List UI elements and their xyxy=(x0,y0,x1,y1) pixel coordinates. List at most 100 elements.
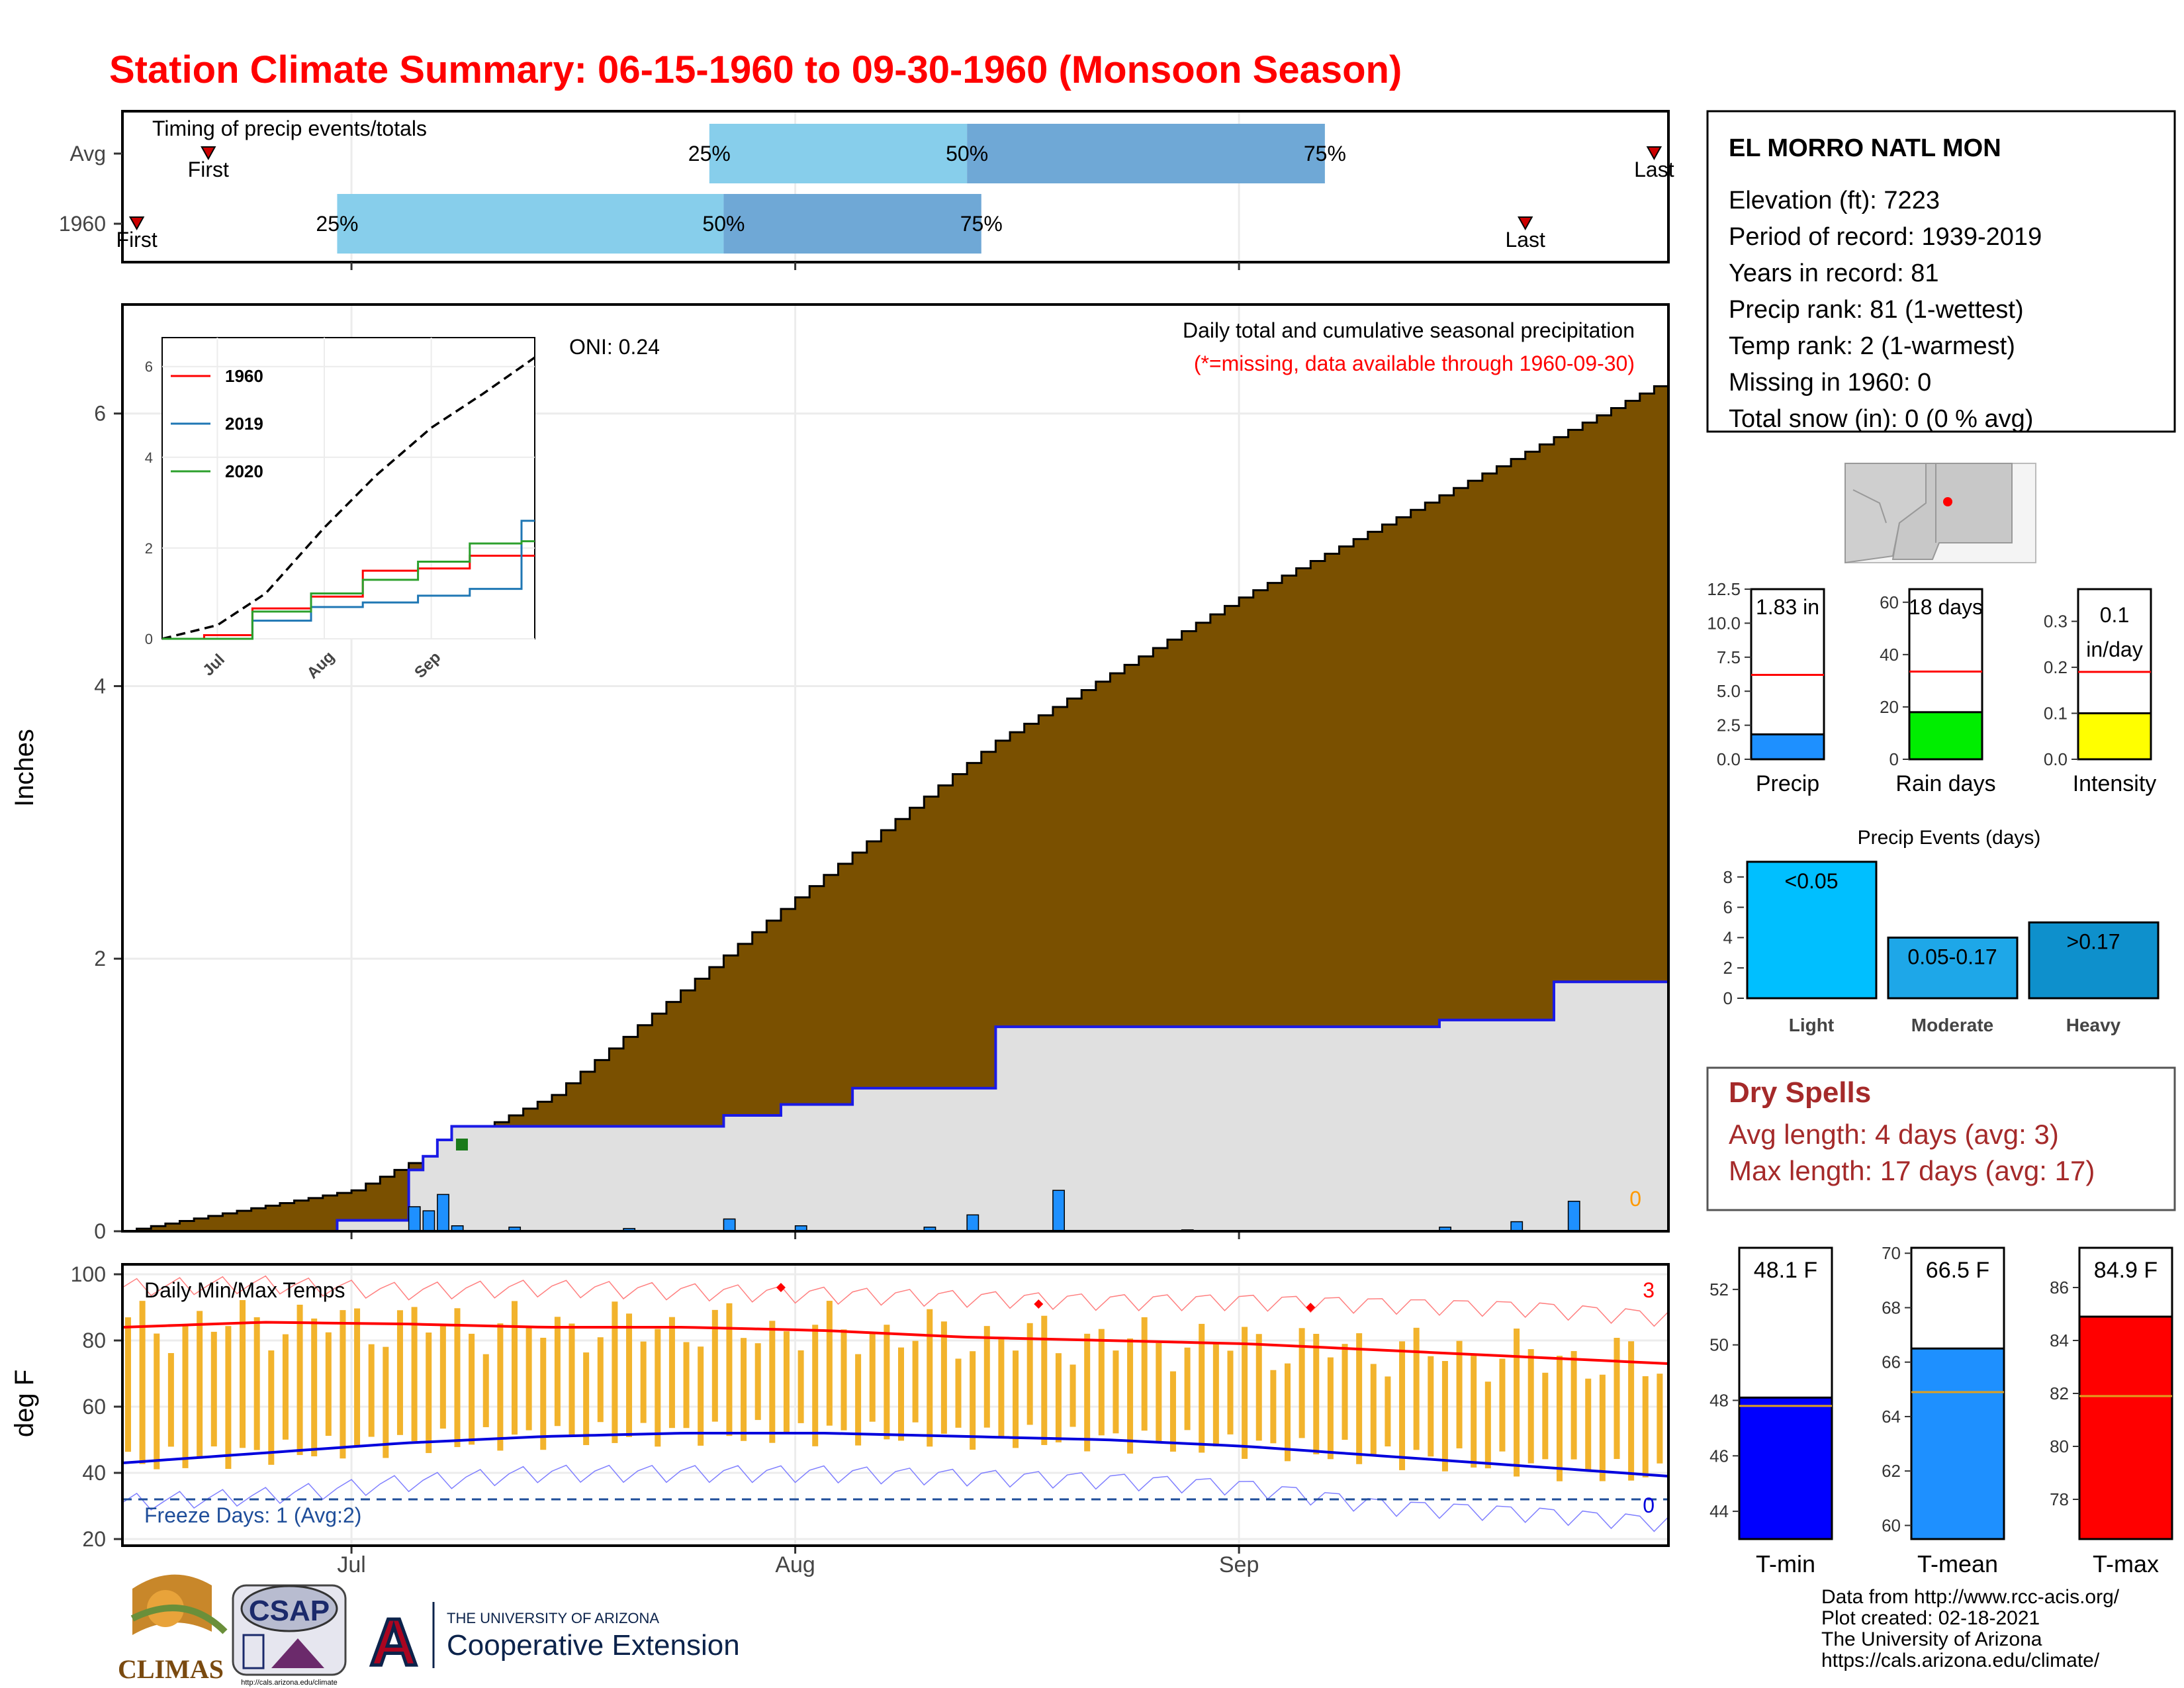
daily-temp-bar xyxy=(1169,1371,1176,1452)
inset-legend-label: 2019 xyxy=(225,414,263,434)
daily-temp-bar xyxy=(296,1304,303,1456)
daily-temp-bar xyxy=(1184,1347,1191,1430)
daily-temp-bar xyxy=(497,1323,504,1451)
event-bar-label: Light xyxy=(1789,1015,1834,1035)
daily-temp-bar xyxy=(841,1329,847,1430)
station-line: Precip rank: 81 (1-wettest) xyxy=(1729,296,2024,324)
daily-temp-bar xyxy=(955,1358,962,1428)
daily-temp-bar xyxy=(884,1325,890,1440)
temp-bar-tick-label: 82 xyxy=(2050,1383,2069,1403)
mini-bar-label: Precip xyxy=(1756,771,1819,796)
daily-temp-bar xyxy=(983,1326,990,1428)
daily-temp-bar xyxy=(197,1311,203,1459)
footer-line: The University of Arizona xyxy=(1821,1628,2042,1650)
temp-bar-tick-label: 86 xyxy=(2050,1278,2069,1297)
mini-bar-tick-label: 0.2 xyxy=(2044,657,2068,677)
timing-panel: Timing of precip events/totals Avg 25% 50%… xyxy=(59,110,1674,270)
daily-temp-bar xyxy=(282,1334,289,1440)
daily-temp-bar xyxy=(1156,1342,1162,1444)
inset-series-line xyxy=(161,356,536,640)
events-tick-label: 6 xyxy=(1723,898,1733,917)
daily-temp-bar xyxy=(1527,1349,1534,1464)
daily-temp-bar xyxy=(668,1317,675,1429)
mini-bar-value-label: 0.1 xyxy=(2100,603,2129,627)
temp-bar-value xyxy=(1738,1396,1833,1540)
daily-temp-bar xyxy=(354,1308,361,1446)
temp-bar-tick-label: 60 xyxy=(1882,1515,1901,1535)
daily-temp-bar xyxy=(898,1347,904,1441)
missing-count: 0 xyxy=(1629,1187,1641,1211)
daily-temp-bar xyxy=(1242,1327,1248,1459)
station-line: Years in record: 81 xyxy=(1729,259,1939,287)
avg-cumulative-area xyxy=(122,385,1670,1233)
daily-temp-bar xyxy=(1399,1341,1406,1470)
inset-ytick-label: 4 xyxy=(145,449,153,466)
timing-bar-upper xyxy=(967,124,1325,183)
temp-bar-tick-label: 70 xyxy=(1882,1243,1901,1263)
daily-temp-bar xyxy=(1285,1363,1291,1462)
mini-bar-tick-label: 0 xyxy=(1889,749,1899,769)
daily-temp-bar xyxy=(1270,1370,1277,1444)
mini-bar-tick-label: 5.0 xyxy=(1717,681,1741,701)
last-marker-icon xyxy=(1518,216,1533,231)
event-bar xyxy=(1887,936,2019,1000)
precip-note: (*=missing, data available through 1960-… xyxy=(1194,352,1635,375)
footer-line: Data from http://www.rcc-acis.org/ xyxy=(1821,1586,2120,1608)
mini-bar-tick-label: 60 xyxy=(1880,592,1899,612)
daily-temp-bar xyxy=(1456,1340,1463,1448)
daily-temp-bar xyxy=(253,1317,260,1450)
daily-temp-bar xyxy=(1428,1356,1434,1457)
daily-temp-bar xyxy=(769,1321,776,1443)
daily-temp-bar xyxy=(139,1301,146,1464)
temp-ytick-label: 20 xyxy=(82,1527,106,1551)
daily-temp-bar xyxy=(1127,1338,1134,1454)
precip-heading: Daily total and cumulative seasonal prec… xyxy=(1183,318,1635,342)
daily-precip-bar xyxy=(437,1194,449,1232)
temp-panel: 20 40 60 80 100 deg F Daily Min/Max Temps Fr… xyxy=(10,1262,1670,1577)
daily-precip-bar xyxy=(1567,1200,1580,1232)
last-marker-icon xyxy=(1646,146,1662,161)
mini-bar-tick-label: 0.0 xyxy=(1717,749,1741,769)
temp-bar-value-label: 66.5 F xyxy=(1926,1258,1989,1283)
daily-temp-bar xyxy=(698,1346,704,1446)
event-bar-label: Heavy xyxy=(2066,1015,2121,1035)
daily-temp-bar xyxy=(1628,1341,1635,1481)
climas-logo: CLIMAS xyxy=(118,1574,228,1684)
daily-precip-bar xyxy=(966,1214,979,1232)
daily-temp-bar xyxy=(1098,1329,1105,1436)
daily-temp-bar xyxy=(583,1352,590,1446)
daily-temp-bar xyxy=(711,1309,718,1422)
daily-temp-bar xyxy=(1026,1323,1033,1425)
precip-ytick-label: 2 xyxy=(94,947,106,970)
daily-temp-bar xyxy=(1327,1357,1334,1460)
daily-temp-bar xyxy=(1570,1350,1577,1460)
timing-bar-upper xyxy=(723,194,981,254)
temp-bar-tick-label: 64 xyxy=(1882,1407,1901,1427)
daily-temp-bar xyxy=(469,1333,475,1445)
dry-spells-max: Max length: 17 days (avg: 17) xyxy=(1729,1155,2095,1186)
mini-bar-tick-label: 12.5 xyxy=(1707,579,1741,599)
footer-line: https://cals.arizona.edu/climate/ xyxy=(1821,1650,2100,1671)
daily-temp-bar xyxy=(970,1351,976,1450)
inset-legend-label: 2020 xyxy=(225,461,263,481)
daily-temp-bar xyxy=(1441,1361,1448,1472)
events-tick-label: 2 xyxy=(1723,958,1733,978)
daily-temp-bar xyxy=(640,1341,647,1423)
mini-bar-charts: 0.0 2.5 5.0 7.5 10.0 12.5 1.83 in Precip 0 20 40 60… xyxy=(1707,579,2156,796)
daily-temp-bar xyxy=(512,1301,518,1435)
mini-bar-value xyxy=(1908,711,1983,761)
temp-bar-tick-label: 46 xyxy=(1709,1446,1729,1466)
csap-url: http://cals.arizona.edu/climate xyxy=(241,1679,338,1687)
oni-label: ONI: 0.24 xyxy=(569,335,660,359)
daily-temp-bar xyxy=(1471,1356,1477,1468)
daily-temp-bar xyxy=(210,1331,217,1447)
daily-temp-bar xyxy=(826,1301,833,1426)
daily-temp-bar xyxy=(1599,1374,1606,1481)
daily-precip-bar xyxy=(723,1218,736,1232)
daily-temp-bar xyxy=(812,1325,819,1446)
daily-temp-bar xyxy=(1227,1350,1234,1434)
daily-temp-bar xyxy=(554,1317,561,1427)
hot-count: 3 xyxy=(1643,1278,1655,1302)
daily-temp-bar xyxy=(912,1340,919,1423)
daily-temp-bar xyxy=(167,1353,174,1447)
